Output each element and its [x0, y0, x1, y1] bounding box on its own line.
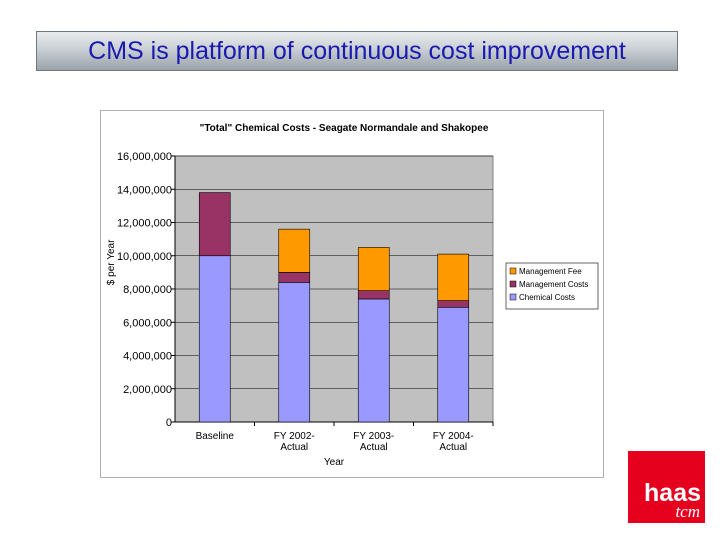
bar-management-fee — [278, 228, 311, 273]
legend-swatch — [509, 280, 517, 288]
slide-title-bar: CMS is platform of continuous cost impro… — [36, 31, 678, 71]
logo-text-tcm: tcm — [675, 502, 700, 521]
bar-chemical-costs — [278, 282, 311, 423]
x-tick-label: Actual — [280, 442, 308, 453]
x-tick-label: Baseline — [196, 431, 235, 442]
bar-management-fee — [357, 247, 390, 291]
chart-frame: "Total" Chemical Costs - Seagate Normand… — [100, 110, 604, 478]
y-axis-title: $ per Year — [106, 239, 117, 285]
legend-label: Management Fee — [519, 267, 582, 276]
legend-label: Chemical Costs — [519, 293, 575, 302]
legend-label: Management Costs — [519, 280, 588, 289]
legend-box — [505, 262, 599, 310]
bar-chemical-costs — [437, 306, 470, 423]
y-tick-label: 6,000,000 — [123, 317, 172, 329]
chart-title: "Total" Chemical Costs - Seagate Normand… — [200, 123, 489, 134]
bar-management-costs — [357, 290, 390, 300]
y-tick-label: 10,000,000 — [117, 251, 172, 263]
cost-chart: "Total" Chemical Costs - Seagate Normand… — [106, 123, 599, 468]
legend-swatch — [509, 267, 517, 275]
bar-management-fee — [437, 253, 470, 301]
y-tick-label: 14,000,000 — [117, 184, 172, 196]
y-tick-label: 2,000,000 — [123, 384, 172, 396]
bar-management-costs — [198, 192, 231, 257]
bar-chemical-costs — [357, 298, 390, 423]
y-tick-label: 12,000,000 — [117, 218, 172, 230]
bar-chemical-costs — [198, 255, 231, 423]
x-tick-label: Actual — [360, 442, 388, 453]
x-tick-label: FY 2002- — [274, 431, 315, 442]
y-tick-label: 4,000,000 — [123, 351, 172, 363]
bar-management-costs — [278, 272, 311, 283]
x-tick-label: Actual — [439, 442, 467, 453]
haas-tcm-logo: haas tcm — [628, 451, 705, 523]
slide-title: CMS is platform of continuous cost impro… — [88, 36, 626, 65]
x-tick-label: FY 2003- — [353, 431, 394, 442]
x-axis-title: Year — [324, 457, 345, 468]
y-tick-label: 16,000,000 — [117, 151, 172, 163]
x-tick-label: FY 2004- — [433, 431, 474, 442]
y-tick-label: 8,000,000 — [123, 284, 172, 296]
legend-swatch — [509, 293, 517, 301]
y-tick-label: 0 — [166, 417, 172, 429]
logo-text-haas: haas — [644, 479, 701, 507]
bar-management-costs — [437, 300, 470, 308]
